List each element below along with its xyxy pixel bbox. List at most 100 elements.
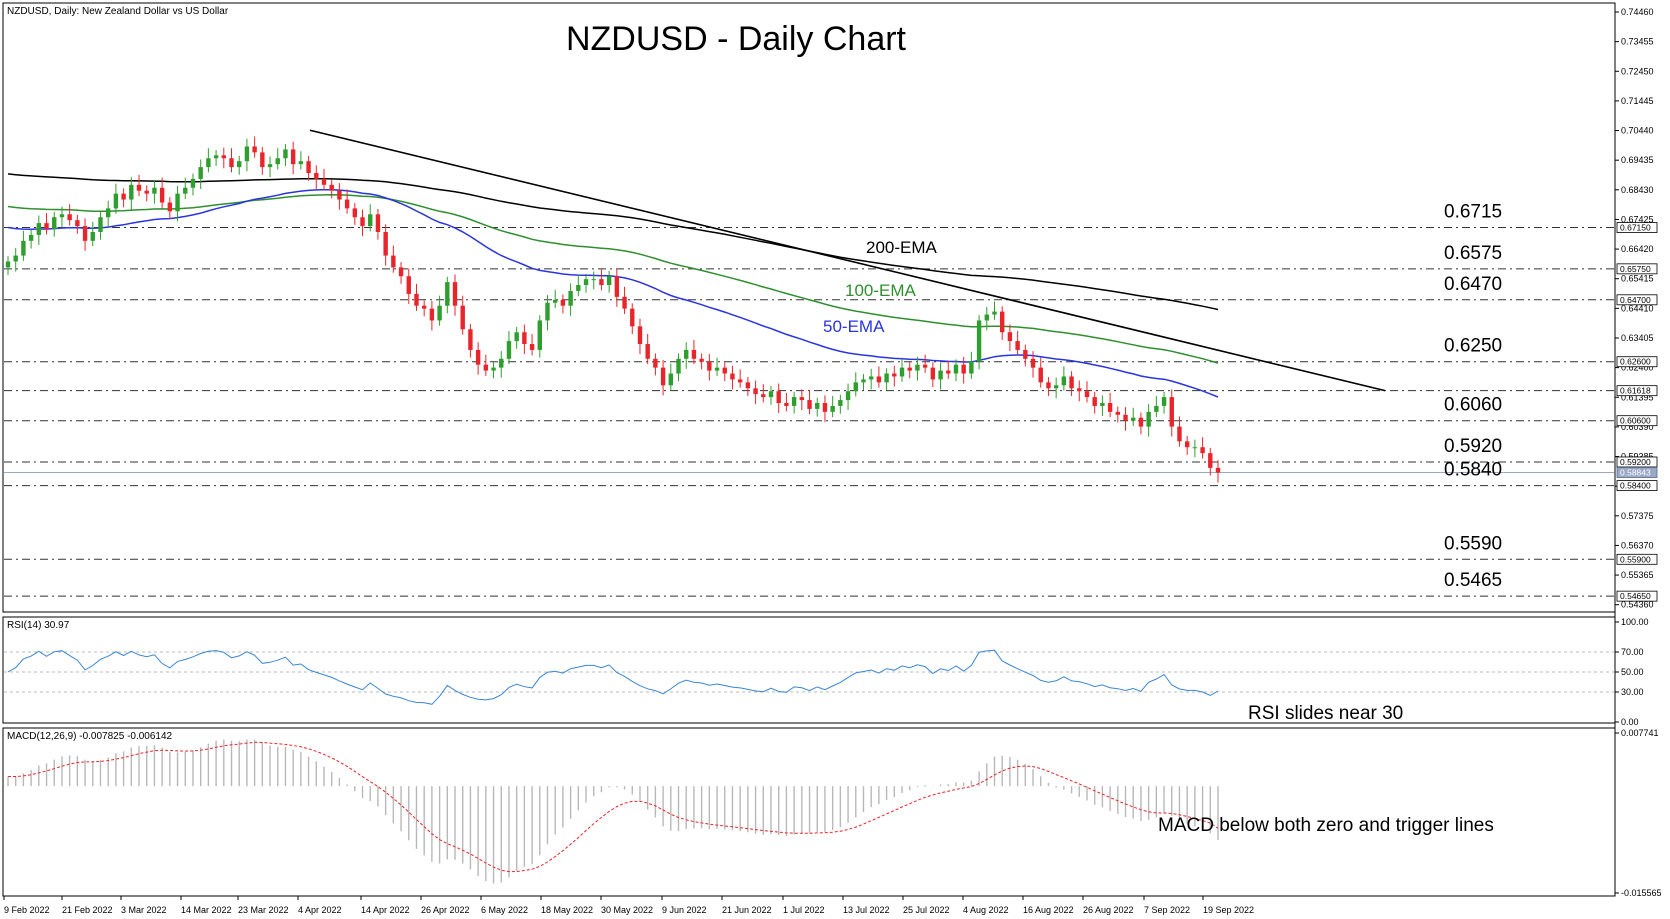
bear-candle: [1177, 426, 1182, 442]
macd-annotation: MACD below both zero and trigger lines: [1158, 815, 1494, 836]
bull-candle: [1061, 376, 1067, 386]
bear-candle: [699, 358, 704, 362]
level-label: 0.5465: [1444, 570, 1502, 591]
price-tick-label: 0.74460: [1621, 7, 1654, 17]
bull-candle: [1100, 403, 1105, 406]
bull-candle: [445, 282, 450, 306]
level-axis-tag: [1616, 480, 1658, 491]
bull-candle: [1131, 417, 1136, 421]
bull-candle: [969, 361, 974, 374]
bear-candle: [82, 226, 88, 241]
descending-trendline: [309, 129, 1386, 392]
price-tick-label: 0.55365: [1621, 570, 1654, 580]
bear-candle: [1208, 453, 1213, 468]
bear-candle: [337, 190, 342, 200]
price-panel-frame: [2, 2, 1616, 613]
bull-candle: [606, 276, 612, 286]
level-axis-tag-text: 0.61618: [1620, 386, 1651, 396]
bull-candle: [175, 193, 180, 212]
bull-candle: [838, 400, 843, 406]
bear-candle: [1077, 388, 1082, 392]
bear-candle: [1215, 467, 1221, 473]
bear-candle: [167, 202, 173, 212]
time-tick-label: 26 Aug 2022: [1083, 905, 1134, 915]
ema100-label: 100-EMA: [845, 281, 917, 300]
bear-candle: [1046, 382, 1051, 389]
time-tick-label: 23 Mar 2022: [238, 905, 289, 915]
level-axis-tag: [1616, 415, 1658, 427]
bear-candle: [560, 299, 566, 306]
bull-candle: [815, 403, 820, 409]
bull-candle: [190, 178, 196, 188]
current-price-tag: [1616, 467, 1658, 478]
time-tick-label: 21 Feb 2022: [62, 905, 113, 915]
macd-histogram: [7, 739, 1219, 884]
level-axis-tag-text: 0.54650: [1620, 591, 1651, 601]
bull-candle: [21, 240, 26, 256]
bear-candle: [1007, 332, 1013, 342]
bear-candle: [406, 276, 411, 294]
bear-candle: [144, 190, 149, 194]
level-label: 0.6575: [1444, 243, 1502, 264]
level-label: 0.6060: [1444, 395, 1502, 416]
bull-candle: [853, 382, 858, 392]
bear-candle: [529, 344, 535, 350]
price-tick-label: 0.62400: [1621, 363, 1654, 373]
bear-candle: [753, 388, 758, 395]
bear-candle: [653, 358, 658, 368]
bear-candle: [1138, 417, 1144, 427]
bull-candle: [506, 341, 512, 359]
bear-candle: [961, 364, 966, 374]
time-tick-label: 30 May 2022: [601, 905, 653, 915]
bear-candle: [745, 382, 751, 389]
bear-candle: [1038, 367, 1043, 383]
bear-candle: [907, 367, 912, 371]
macd-tick-label: -0.015565: [1621, 888, 1662, 898]
price-tick-label: 0.59385: [1621, 452, 1654, 462]
bull-candle: [884, 373, 889, 383]
bear-candle: [1184, 441, 1190, 448]
time-tick-label: 1 Jul 2022: [783, 905, 825, 915]
time-tick-label: 3 Mar 2022: [121, 905, 167, 915]
bull-candle: [206, 158, 211, 168]
level-label: 0.6470: [1444, 274, 1502, 295]
bear-candle: [637, 326, 643, 345]
price-tick-label: 0.72450: [1621, 66, 1654, 76]
bull-candle: [583, 279, 589, 286]
bear-candle: [159, 187, 165, 203]
rsi-tick-label: 100.00: [1621, 617, 1649, 627]
bull-candle: [237, 161, 242, 168]
time-tick-label: 16 Aug 2022: [1023, 905, 1074, 915]
bear-candle: [229, 158, 234, 168]
time-tick-label: 26 Apr 2022: [421, 905, 470, 915]
rsi-annotation: RSI slides near 30: [1248, 703, 1403, 724]
rsi-panel-frame: [2, 616, 1616, 724]
price-tick-label: 0.54360: [1621, 600, 1654, 610]
bull-candle: [976, 320, 982, 362]
bear-candle: [483, 364, 489, 371]
level-label: 0.5840: [1444, 460, 1502, 481]
bear-candle: [660, 367, 666, 386]
bear-candle: [614, 276, 620, 297]
bear-candle: [892, 373, 897, 377]
bull-candle: [1161, 397, 1167, 406]
bull-candle: [1154, 405, 1159, 412]
price-tick-label: 0.66420: [1621, 244, 1654, 254]
bull-candle: [714, 367, 720, 371]
bear-candle: [799, 397, 805, 401]
bull-candle: [59, 214, 65, 218]
bear-candle: [306, 161, 311, 174]
symbol-info: NZDUSD, Daily: New Zealand Dollar vs US …: [7, 6, 229, 17]
price-tick-label: 0.73455: [1621, 37, 1654, 47]
bear-candle: [1015, 341, 1020, 350]
bear-candle: [822, 403, 828, 412]
bull-candle: [152, 187, 157, 194]
bull-candle: [113, 193, 119, 209]
bull-candle: [13, 255, 18, 262]
ema100-line: [7, 194, 1219, 364]
bear-candle: [1023, 349, 1028, 359]
bear-candle: [876, 376, 882, 383]
bull-candle: [1053, 385, 1059, 389]
bear-candle: [730, 373, 735, 380]
level-label: 0.6250: [1444, 336, 1502, 357]
